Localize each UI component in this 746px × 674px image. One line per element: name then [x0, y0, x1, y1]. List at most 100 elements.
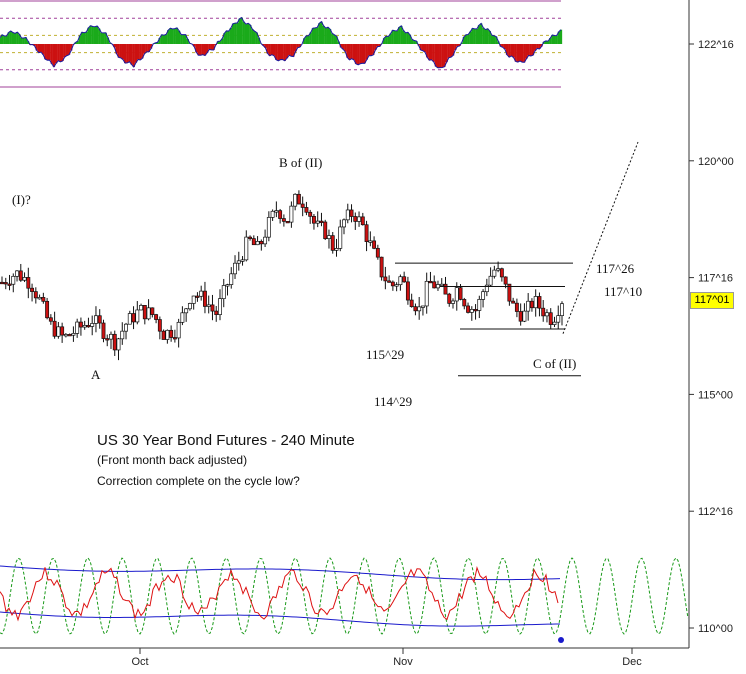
candle-body	[462, 299, 467, 307]
candle-body	[187, 303, 192, 310]
candle-body	[165, 329, 170, 340]
candle-body	[139, 305, 144, 311]
candle-body	[334, 248, 339, 251]
candle-body	[548, 312, 553, 325]
y-tick-label: 112^16	[698, 506, 733, 518]
x-tick-label: Dec	[622, 656, 642, 668]
cycle-low-marker	[558, 637, 564, 643]
projection-dash	[562, 141, 639, 334]
price-candles	[0, 190, 564, 361]
candle-body	[278, 210, 283, 219]
candle-body	[263, 236, 268, 245]
candle-body	[229, 273, 234, 285]
chart-caption: Correction complete on the cycle low?	[97, 474, 300, 488]
candle-body	[112, 333, 117, 351]
candle-body	[195, 295, 200, 298]
candle-body	[541, 307, 546, 317]
candle-body	[405, 281, 410, 301]
candle-body	[26, 277, 31, 289]
candle-body	[161, 330, 166, 340]
candle-body	[398, 276, 403, 286]
candle-body	[499, 268, 504, 278]
candle-body	[300, 203, 305, 208]
candle-body	[537, 296, 542, 309]
chart-title: US 30 Year Bond Futures - 240 Minute	[97, 432, 355, 449]
level-label-4: 114^29	[374, 394, 412, 409]
candle-body	[353, 216, 358, 222]
candle-body	[522, 310, 527, 322]
candle-body	[315, 220, 320, 224]
candle-body	[281, 218, 286, 222]
price-level-lines	[395, 262, 581, 377]
candle-body	[439, 283, 444, 287]
candle-body	[417, 306, 422, 312]
candle-body	[338, 226, 343, 249]
candle-body	[94, 315, 98, 324]
candle-body	[169, 329, 174, 338]
candle-body	[120, 330, 125, 340]
candle-body	[289, 205, 294, 223]
candle-body	[15, 270, 19, 277]
candle-body	[135, 309, 140, 323]
candle-body	[469, 309, 474, 313]
candle-body	[157, 319, 162, 332]
candle-body	[86, 325, 91, 328]
candle-body	[154, 314, 159, 320]
top-oscillator-panel	[0, 0, 563, 88]
candle-body	[349, 209, 354, 217]
candle-body	[274, 210, 279, 213]
candle-body	[67, 334, 72, 337]
candle-body	[436, 284, 440, 289]
candle-body	[116, 338, 121, 351]
candle-body	[390, 281, 395, 287]
candle-body	[413, 306, 418, 312]
level-label-3: 115^29	[366, 347, 404, 362]
candle-body	[206, 304, 211, 307]
candle-body	[545, 312, 549, 317]
candle-body	[296, 193, 301, 205]
candle-body	[7, 283, 12, 286]
candle-body	[259, 241, 264, 245]
candle-body	[109, 333, 113, 340]
candle-body	[124, 323, 128, 332]
y-tick-label: 122^16	[698, 39, 734, 51]
candle-body	[409, 299, 414, 308]
candle-body	[560, 303, 564, 316]
candle-body	[481, 291, 486, 300]
candle-body	[345, 209, 350, 221]
candle-body	[488, 275, 493, 286]
candle-body	[387, 280, 392, 283]
candle-body	[311, 216, 316, 224]
candle-body	[3, 282, 8, 285]
candle-body	[492, 269, 497, 277]
candle-body	[60, 326, 65, 336]
candle-body	[210, 304, 215, 312]
cycle-price-line	[0, 566, 559, 622]
candle-body	[375, 247, 380, 258]
y-tick-label: 117^16	[698, 273, 733, 285]
candle-body	[127, 313, 132, 325]
candle-body	[56, 326, 61, 337]
candle-body	[30, 287, 35, 292]
candle-body	[0, 281, 4, 285]
cycle-lower-band	[0, 611, 561, 627]
candle-body	[172, 337, 177, 340]
candle-body	[52, 320, 57, 337]
candle-body	[552, 321, 557, 325]
candle-body	[451, 300, 455, 304]
cycle-line	[0, 557, 689, 635]
candle-body	[428, 280, 433, 284]
candle-body	[180, 312, 185, 323]
candle-body	[266, 217, 271, 238]
candle-body	[150, 307, 155, 315]
candle-body	[503, 276, 508, 285]
chart-subtitle: (Front month back adjusted)	[97, 453, 247, 467]
candle-body	[199, 290, 204, 297]
candle-body	[319, 220, 324, 223]
candle-body	[236, 260, 241, 264]
candle-body	[184, 308, 189, 314]
candle-body	[511, 300, 516, 304]
candle-body	[496, 268, 501, 271]
candle-body	[176, 321, 181, 339]
